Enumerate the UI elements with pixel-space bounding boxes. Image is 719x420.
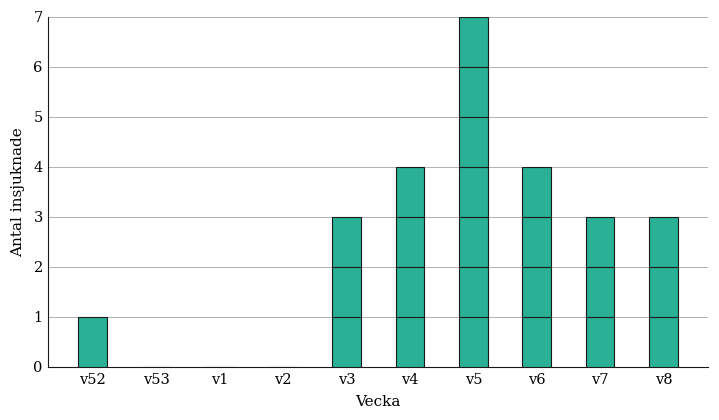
Bar bbox=[332, 217, 361, 367]
Bar bbox=[459, 17, 487, 367]
Bar bbox=[78, 317, 107, 367]
Bar bbox=[649, 217, 678, 367]
Bar bbox=[586, 217, 615, 367]
Y-axis label: Antal insjuknade: Antal insjuknade bbox=[11, 127, 25, 257]
Bar bbox=[523, 167, 551, 367]
X-axis label: Vecka: Vecka bbox=[355, 395, 400, 409]
Bar bbox=[395, 167, 424, 367]
